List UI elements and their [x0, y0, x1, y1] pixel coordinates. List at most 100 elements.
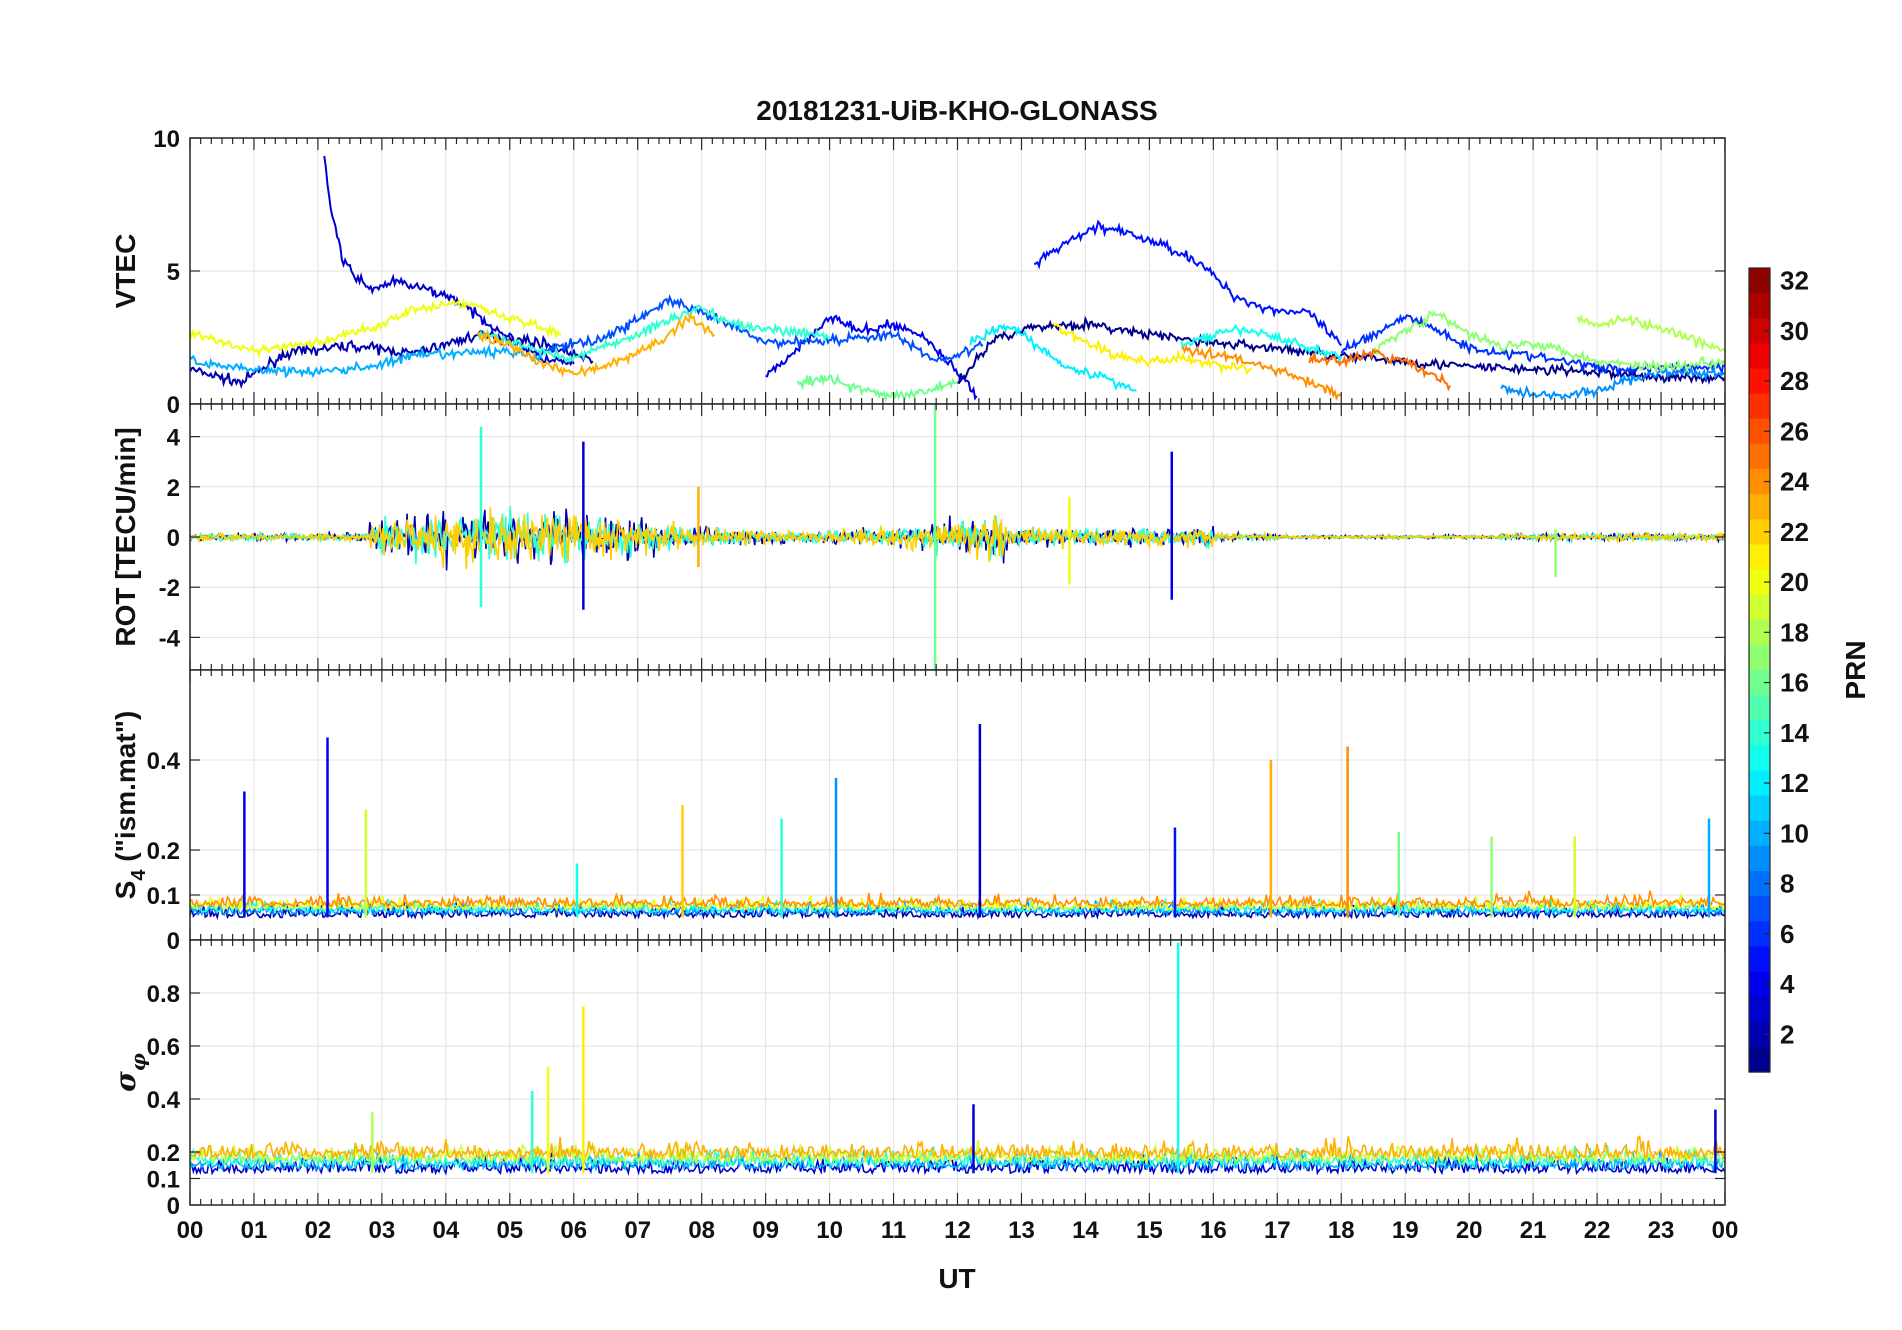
data-layer	[190, 155, 1725, 403]
colorbar-band-prn-3	[1749, 996, 1770, 1023]
colorbar-band-prn-21	[1749, 544, 1770, 571]
y-tick-label: 0.1	[147, 1167, 180, 1194]
x-tick-label: 10	[816, 1217, 843, 1244]
series-prn-12	[969, 323, 1137, 392]
colorbar-band-prn-20	[1749, 569, 1770, 596]
colorbar-band-prn-13	[1749, 745, 1770, 772]
colorbar-band-prn-19	[1749, 594, 1770, 621]
colorbar-band-prn-29	[1749, 343, 1770, 370]
y-tick-label: 0	[167, 928, 180, 955]
x-tick-label: 02	[305, 1217, 332, 1244]
ylabel-main: σ	[109, 1071, 142, 1092]
y-tick-label: 2	[167, 475, 180, 502]
x-tick-label: 04	[432, 1217, 459, 1244]
colorbar-band-prn-2	[1749, 1021, 1770, 1048]
colorbar-band-prn-7	[1749, 896, 1770, 922]
series-prn-24	[1181, 344, 1342, 401]
x-tick-label: 00	[177, 1217, 204, 1244]
series-prn-19	[190, 1139, 1725, 1165]
x-tick-label: 21	[1520, 1217, 1547, 1244]
y-tick-label: 0.1	[147, 883, 180, 910]
colorbar-tick-label: 22	[1780, 517, 1809, 547]
colorbar-band-prn-32	[1749, 268, 1770, 294]
y-axis-label-rot: ROT [TECU/min]	[110, 427, 141, 646]
colorbar-band-prn-1	[1749, 1046, 1770, 1073]
x-tick-label: 08	[688, 1217, 715, 1244]
colorbar-tick-label: 32	[1780, 266, 1809, 296]
series-prn-17	[1372, 310, 1725, 373]
colorbar-band-prn-10	[1749, 820, 1770, 847]
series-prn-23	[190, 1134, 1725, 1162]
panel-vtec: 0 5 10 VTEC	[110, 126, 1726, 419]
series-prn-23	[477, 311, 716, 379]
x-tick-label: 18	[1328, 1217, 1355, 1244]
series-prn-25	[1308, 347, 1451, 392]
panel-rot: -4 -2 0 2 4 ROT [TECU/min]	[110, 403, 1726, 671]
colorbar-band-prn-28	[1749, 368, 1770, 395]
x-tick-label: 11	[881, 1217, 906, 1244]
x-tick-label: 12	[944, 1217, 971, 1244]
series-prn-20	[190, 892, 1725, 913]
y-tick-label: 0	[167, 392, 180, 419]
y-axis-label-sigma_phi: σφ	[109, 1053, 150, 1092]
x-tick-label: 00	[1712, 1217, 1739, 1244]
data-layer	[190, 404, 1725, 670]
panel-s4: 0 0.1 0.2 0.4S4 ("ism.mat")	[110, 669, 1726, 955]
colorbar-tick-label: 30	[1780, 316, 1809, 346]
colorbar-tick-label: 18	[1780, 617, 1809, 647]
y-tick-label: 0.4	[147, 748, 181, 775]
data-layer	[190, 724, 1725, 921]
series-prn-18	[1576, 313, 1725, 353]
colorbar-frame	[1748, 267, 1771, 1073]
series-prn-9	[190, 899, 1725, 918]
chart-title: 20181231-UiB-KHO-GLONASS	[756, 95, 1157, 126]
colorbar-tick-label: 2	[1780, 1019, 1794, 1049]
x-tick-label: 07	[624, 1217, 651, 1244]
series-prn-9	[1500, 364, 1725, 402]
series-prn-13	[190, 896, 1725, 915]
colorbar-band-prn-24	[1749, 469, 1770, 495]
series-prn-13	[1180, 324, 1343, 363]
colorbar-band-prn-12	[1749, 770, 1770, 797]
ticks: -4 -2 0 2 4	[159, 404, 1726, 670]
y-axis-label-s4: S4 ("ism.mat")	[110, 711, 150, 900]
series-prn-3	[190, 1152, 1725, 1176]
x-tick-label: 17	[1264, 1217, 1291, 1244]
x-tick-label: 20	[1456, 1217, 1483, 1244]
series-prn-1	[957, 315, 1725, 385]
x-tick-label: 03	[369, 1217, 396, 1244]
colorbar-band-prn-27	[1749, 393, 1770, 420]
grid	[190, 670, 1725, 940]
colorbar-band-prn-6	[1749, 921, 1770, 947]
colorbar-tick-label: 12	[1780, 768, 1809, 798]
series-prn-21	[1052, 322, 1253, 376]
colorbar-band-prn-25	[1749, 443, 1770, 470]
colorbar-band-prn-15	[1749, 695, 1770, 721]
x-tick-label: 06	[560, 1217, 587, 1244]
series-prn-5	[1033, 219, 1343, 347]
colorbar-band-prn-17	[1749, 644, 1770, 671]
x-tick-label: 05	[496, 1217, 523, 1244]
y-tick-label: 5	[167, 259, 180, 286]
colorbar-band-prn-14	[1749, 720, 1770, 746]
colorbar-tick-label: 6	[1780, 919, 1794, 949]
x-tick-label: 15	[1136, 1217, 1163, 1244]
series-prn-24	[190, 890, 1725, 910]
panel-sigma_phi: 00.10.2 0.4 0.6 0.8 σφ	[109, 939, 1726, 1220]
colorbar-tick-label: 28	[1780, 366, 1809, 396]
series-prn-7	[540, 294, 984, 364]
colorbar-band-prn-26	[1749, 418, 1770, 445]
y-tick-label: -4	[159, 625, 181, 652]
y-tick-label: 0.4	[147, 1087, 181, 1114]
data-layer	[190, 942, 1725, 1176]
y-tick-label: 0.8	[147, 981, 180, 1008]
x-tick-label: 01	[241, 1217, 268, 1244]
colorbar-tick-label: 16	[1780, 668, 1809, 698]
colorbar-band-prn-18	[1749, 619, 1770, 646]
x-tick-label: 13	[1008, 1217, 1035, 1244]
y-tick-label: 0.2	[147, 1140, 180, 1167]
y-tick-label: 0.2	[147, 838, 180, 865]
colorbar-tick-label: 14	[1780, 718, 1809, 748]
